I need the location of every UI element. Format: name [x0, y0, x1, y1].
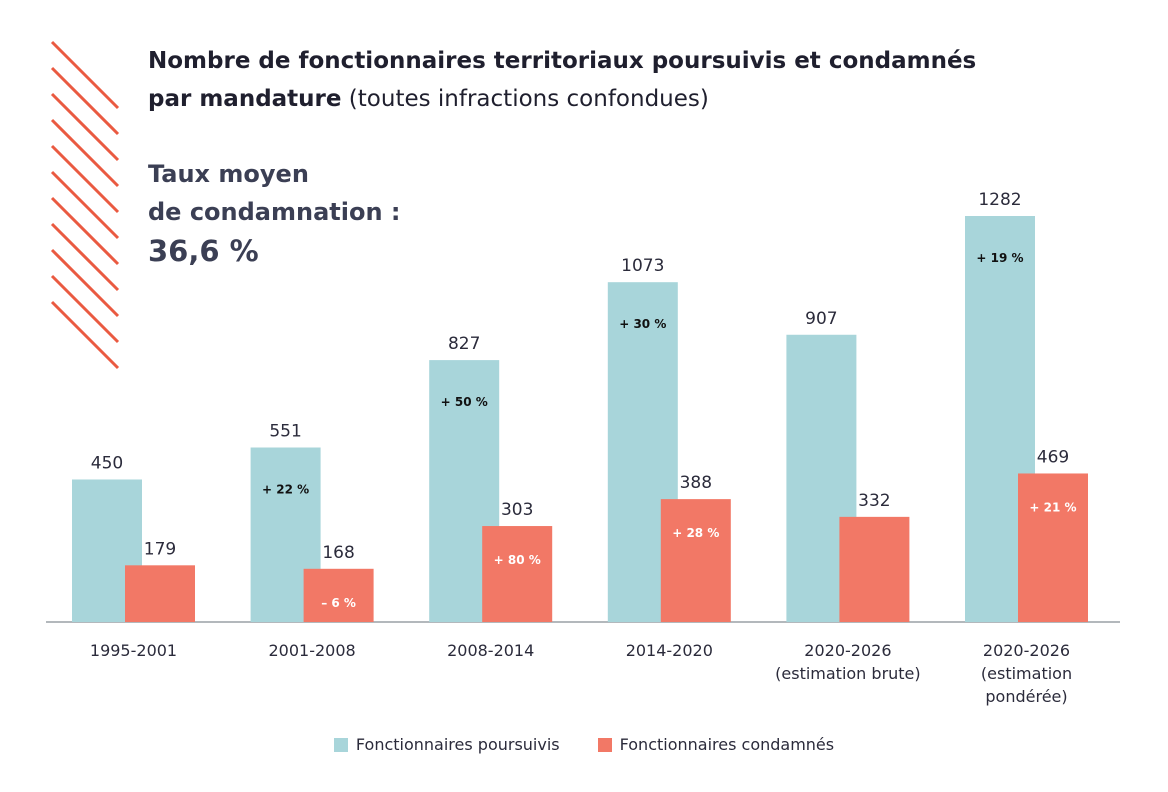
change-label-poursuivis: + 22 % [262, 483, 309, 497]
change-label-condamnes: – 6 % [321, 596, 356, 610]
decorative-stripe [50, 92, 120, 162]
decorative-stripe [50, 248, 120, 318]
x-tick-label: 2014-2020 [626, 641, 713, 660]
bar-condamnes [303, 568, 374, 622]
bar-condamnes [839, 516, 910, 622]
value-label-condamnes: 168 [322, 543, 354, 563]
decorative-stripe [50, 118, 120, 188]
decorative-stripe [50, 66, 120, 136]
bar-condamnes [1018, 473, 1088, 622]
value-label-condamnes: 303 [501, 500, 533, 520]
change-label-poursuivis: + 50 % [441, 395, 488, 409]
x-tick-label: 2020-2026 [983, 641, 1070, 660]
value-label-condamnes: 179 [144, 539, 176, 559]
decorative-stripe [50, 222, 120, 292]
value-label-poursuivis: 827 [448, 334, 480, 354]
bar-condamnes [660, 499, 731, 622]
value-label-condamnes: 388 [680, 473, 712, 493]
decorative-stripe [50, 274, 120, 344]
decorative-stripe [50, 300, 120, 370]
value-label-poursuivis: 450 [91, 453, 123, 473]
title-line1: Nombre de fonctionnaires territoriaux po… [148, 48, 977, 74]
x-tick-label: 2001-2008 [268, 641, 355, 660]
value-label-poursuivis: 1282 [978, 190, 1021, 210]
change-label-condamnes: + 28 % [672, 526, 719, 540]
change-label-poursuivis: + 30 % [619, 317, 666, 331]
x-tick-label: 2020-2026 [804, 641, 891, 660]
value-label-poursuivis: 551 [269, 422, 301, 442]
value-label-condamnes: 469 [1037, 447, 1069, 467]
value-label-poursuivis: 907 [805, 309, 837, 329]
x-tick-label: (estimation brute) [775, 664, 921, 683]
x-tick-label: 2008-2014 [447, 641, 534, 660]
x-tick-label: (estimation [981, 664, 1072, 683]
bar-condamnes [482, 526, 553, 622]
decorative-stripe [50, 196, 120, 266]
x-tick-label: 1995-2001 [90, 641, 177, 660]
average-rate-label-line1: Taux moyen [148, 160, 309, 188]
legend-item-condamnes: Fonctionnaires condamnés [597, 735, 835, 754]
legend-label-poursuivis: Fonctionnaires poursuivis [355, 735, 560, 754]
legend-item-poursuivis: Fonctionnaires poursuivis [333, 735, 560, 754]
x-tick-label: pondérée) [985, 687, 1067, 706]
chart-title: Nombre de fonctionnaires territoriaux po… [148, 42, 976, 118]
legend-swatch-condamnes [597, 737, 612, 752]
average-rate-label-line2: de condamnation : [148, 198, 401, 226]
change-label-poursuivis: + 19 % [976, 251, 1023, 265]
title-line2-bold: par mandature [148, 86, 342, 112]
average-rate-label: Taux moyen de condamnation : [148, 155, 401, 231]
title-line2-light: (toutes infractions confondues) [341, 86, 709, 112]
decorative-stripe [50, 170, 120, 240]
legend: Fonctionnaires poursuivis Fonctionnaires… [0, 735, 1168, 754]
change-label-condamnes: + 80 % [494, 553, 541, 567]
average-rate-value: 36,6 % [148, 234, 259, 268]
value-label-condamnes: 332 [858, 491, 890, 511]
legend-label-condamnes: Fonctionnaires condamnés [619, 735, 835, 754]
decorative-stripe [50, 144, 120, 214]
legend-swatch-poursuivis [333, 737, 348, 752]
decorative-stripe [50, 40, 120, 110]
change-label-condamnes: + 21 % [1029, 500, 1076, 514]
bar-condamnes [125, 565, 195, 622]
value-label-poursuivis: 1073 [621, 256, 664, 276]
